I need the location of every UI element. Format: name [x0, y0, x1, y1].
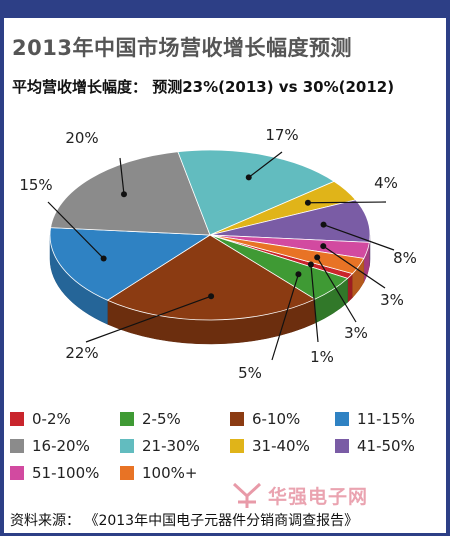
leader-dot-6-10% — [208, 293, 215, 300]
leader-dot-41-50% — [320, 221, 327, 228]
pie-slice-100%+ — [209, 234, 365, 275]
legend-swatch — [10, 439, 24, 453]
chart-title: 2013年中国市场营收增长幅度预测 — [12, 36, 352, 60]
leader-dot-100%+ — [314, 254, 321, 261]
pie-slice-6-10% — [106, 234, 316, 321]
data-label-2-5%: 5% — [238, 364, 262, 382]
legend-item-51-100%: 51-100% — [10, 464, 99, 482]
data-label-6-10%: 22% — [65, 344, 98, 362]
data-label-100%+: 3% — [344, 324, 368, 342]
leader-line-11-15% — [47, 201, 105, 259]
legend-swatch — [230, 439, 244, 453]
legend-item-100%+: 100%+ — [120, 464, 197, 482]
leader-line-31-40% — [307, 201, 387, 204]
legend-swatch — [335, 412, 349, 426]
leader-dot-0-2% — [307, 261, 314, 268]
leader-line-0-2% — [310, 264, 319, 343]
pie-slice-21-30% — [177, 149, 335, 236]
legend-label: 21-30% — [142, 437, 200, 455]
data-label-51-100%: 3% — [380, 291, 404, 309]
leader-dot-2-5% — [295, 271, 302, 278]
watermark-text: 华强电子网 — [268, 486, 369, 508]
leader-line-6-10% — [85, 295, 212, 343]
chart-subtitle: 平均营收增长幅度： 预测23%(2013) vs 30%(2012) — [12, 78, 395, 96]
data-label-31-40%: 4% — [374, 174, 398, 192]
legend-label: 0-2% — [32, 410, 71, 428]
legend-item-16-20%: 16-20% — [10, 437, 90, 455]
legend-label: 16-20% — [32, 437, 90, 455]
leader-line-21-30% — [248, 151, 283, 178]
legend-label: 41-50% — [357, 437, 415, 455]
data-label-16-20%: 20% — [65, 129, 98, 147]
leader-dot-16-20% — [120, 191, 127, 198]
legend-swatch — [120, 412, 134, 426]
source-note: 资料来源： 《2013年中国电子元器件分销商调查报告》 — [10, 513, 359, 529]
legend-item-6-10%: 6-10% — [230, 410, 300, 428]
legend-swatch — [10, 466, 24, 480]
legend-item-0-2%: 0-2% — [10, 410, 71, 428]
legend-item-11-15%: 11-15% — [335, 410, 415, 428]
leader-dot-11-15% — [100, 255, 107, 262]
leader-line-51-100% — [322, 245, 386, 289]
pie-slice-16-20% — [50, 151, 211, 236]
data-label-0-2%: 1% — [310, 348, 334, 366]
legend-swatch — [120, 439, 134, 453]
legend-swatch — [230, 412, 244, 426]
leader-line-100%+ — [316, 257, 357, 323]
data-label-11-15%: 15% — [19, 176, 52, 194]
data-label-21-30%: 17% — [265, 126, 298, 144]
legend-item-2-5%: 2-5% — [120, 410, 181, 428]
legend-label: 2-5% — [142, 410, 181, 428]
legend-swatch — [335, 439, 349, 453]
leader-dot-31-40% — [304, 199, 311, 206]
legend-swatch — [10, 412, 24, 426]
leader-line-41-50% — [323, 224, 395, 251]
legend-label: 6-10% — [252, 410, 301, 428]
legend-label: 51-100% — [32, 464, 100, 482]
leader-dot-51-100% — [320, 243, 327, 250]
data-label-41-50%: 8% — [393, 249, 417, 267]
legend-label: 100%+ — [142, 464, 198, 482]
leader-dot-21-30% — [245, 174, 252, 181]
legend-label: 31-40% — [252, 437, 310, 455]
pie-slice-11-15% — [49, 227, 212, 301]
legend-label: 11-15% — [357, 410, 415, 428]
legend-swatch — [120, 466, 134, 480]
pie-chart: 1% 5% 22% 15% 20% 17% 4% 8% 3% 3% — [19, 126, 417, 382]
legend-item-21-30%: 21-30% — [120, 437, 200, 455]
leader-line-16-20% — [119, 157, 125, 195]
legend-item-41-50%: 41-50% — [335, 437, 415, 455]
leader-line-2-5% — [271, 274, 300, 361]
watermark-logo-icon — [232, 482, 262, 508]
legend-item-31-40%: 31-40% — [230, 437, 310, 455]
